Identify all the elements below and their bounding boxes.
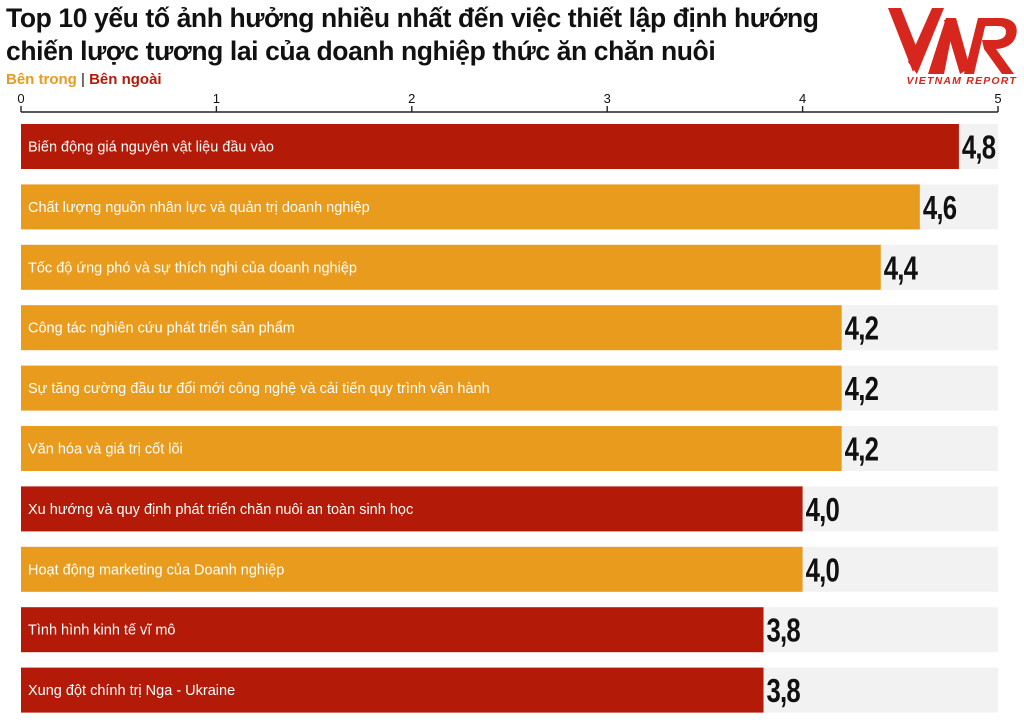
bar-value-label: 4,2 xyxy=(845,371,879,408)
bar xyxy=(21,124,959,169)
bar-value-label: 4,8 xyxy=(962,130,996,167)
legend: Bên trong | Bên ngoài xyxy=(6,71,162,88)
bar-value-label: 4,4 xyxy=(884,250,919,287)
bar xyxy=(21,546,803,592)
bar-category-label: Văn hóa và giá trị cốt lõi xyxy=(28,442,183,458)
legend-separator: | xyxy=(81,71,85,88)
bar xyxy=(21,305,842,351)
bar xyxy=(21,607,764,653)
bar-category-label: Sự tăng cường đầu tư đổi mới công nghệ v… xyxy=(28,381,490,397)
legend-inside: Bên trong xyxy=(6,71,77,88)
bar xyxy=(21,365,842,411)
bar-value-label: 4,2 xyxy=(845,432,879,469)
bar-category-label: Tốc độ ứng phó và sự thích nghi của doan… xyxy=(28,260,357,276)
bar xyxy=(21,486,803,532)
x-tick-label: 5 xyxy=(994,91,1001,106)
x-tick-label: 3 xyxy=(604,91,611,106)
chart-title-line-1: Top 10 yếu tố ảnh hưởng nhiều nhất đến v… xyxy=(6,3,819,33)
bar-category-label: Tình hình kinh tế vĩ mô xyxy=(28,623,176,639)
bar-category-label: Xu hướng và quy định phát triển chăn nuô… xyxy=(28,502,413,518)
bar-value-label: 4,6 xyxy=(923,190,957,227)
bar-value-label: 3,8 xyxy=(767,613,801,650)
bar xyxy=(21,667,764,713)
bar xyxy=(21,244,881,290)
x-tick-label: 4 xyxy=(799,91,806,106)
bar-category-label: Xung đột chính trị Nga - Ukraine xyxy=(28,683,235,699)
bar-category-label: Biến động giá nguyên vật liệu đầu vào xyxy=(28,140,274,156)
vnr-logo-text: VIETNAM REPORT xyxy=(906,75,1017,87)
bar-category-label: Hoạt động marketing của Doanh nghiệp xyxy=(28,562,284,578)
bar-value-label: 4,0 xyxy=(806,492,840,529)
legend-outside: Bên ngoài xyxy=(89,71,162,88)
bar xyxy=(21,184,920,230)
chart-title: Top 10 yếu tố ảnh hưởng nhiều nhất đến v… xyxy=(6,2,866,68)
x-tick-label: 2 xyxy=(408,91,415,106)
bar-category-label: Chất lượng nguồn nhân lực và quản trị do… xyxy=(28,200,370,216)
bar-category-label: Công tác nghiên cứu phát triển sản phẩm xyxy=(28,321,295,337)
chart-title-line-2: chiến lược tương lai của doanh nghiệp th… xyxy=(6,36,716,66)
bar-value-label: 4,2 xyxy=(845,311,879,348)
vnr-logo-mark xyxy=(888,8,1017,74)
bar-value-label: 3,8 xyxy=(767,673,801,710)
bar xyxy=(21,426,842,471)
bar-value-label: 4,0 xyxy=(806,552,840,589)
x-tick-label: 1 xyxy=(213,91,220,106)
x-tick-label: 0 xyxy=(17,91,24,106)
vietnam-report-logo: VIETNAM REPORT xyxy=(888,8,1017,87)
